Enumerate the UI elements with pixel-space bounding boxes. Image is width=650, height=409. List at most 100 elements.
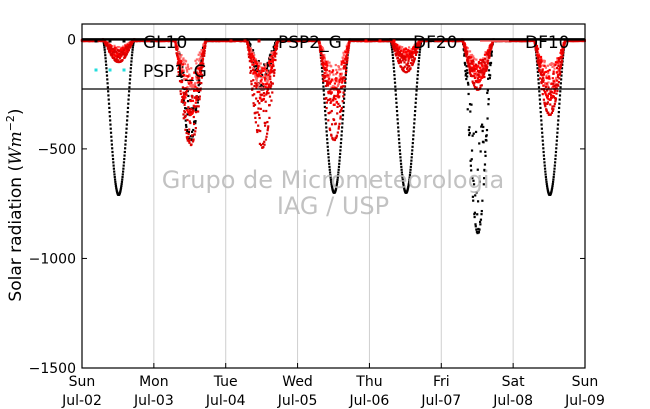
data-point	[106, 86, 109, 89]
data-point	[270, 71, 273, 74]
data-point	[253, 57, 256, 60]
data-point	[327, 156, 330, 159]
data-point	[395, 97, 398, 100]
data-point	[331, 85, 335, 88]
data-point	[334, 187, 338, 190]
data-point	[198, 59, 201, 62]
data-point	[257, 64, 260, 67]
data-point	[263, 78, 267, 81]
data-point	[475, 67, 478, 70]
data-point	[409, 171, 412, 174]
data-point	[485, 128, 489, 132]
data-point	[413, 51, 416, 54]
data-point	[483, 163, 487, 166]
data-point	[340, 134, 343, 137]
data-point	[191, 99, 195, 102]
data-point	[184, 107, 187, 110]
data-point	[468, 50, 472, 53]
data-point	[186, 65, 190, 68]
data-point	[473, 57, 476, 60]
data-point	[202, 47, 205, 51]
data-point	[323, 57, 326, 60]
data-point	[201, 53, 204, 56]
data-point	[186, 109, 189, 112]
data-point	[337, 82, 340, 86]
data-point	[119, 186, 123, 189]
data-point	[196, 73, 199, 76]
data-point	[546, 189, 550, 192]
data-point	[109, 123, 112, 126]
data-point	[391, 56, 395, 60]
data-point	[195, 75, 198, 78]
data-point	[264, 65, 268, 68]
data-point	[335, 95, 338, 98]
data-point	[487, 98, 490, 101]
data-point	[339, 90, 342, 94]
data-point	[112, 164, 115, 167]
data-point	[325, 62, 328, 65]
data-point	[466, 71, 469, 75]
data-point	[339, 141, 343, 145]
data-point	[327, 75, 330, 78]
data-point	[486, 91, 489, 95]
data-point	[180, 54, 183, 57]
data-point	[266, 70, 269, 73]
data-point	[265, 75, 268, 79]
data-point	[556, 127, 559, 130]
data-point	[259, 79, 262, 83]
data-point	[340, 72, 343, 75]
data-point	[339, 149, 342, 152]
data-point	[543, 164, 546, 167]
data-point	[482, 125, 485, 129]
data-point	[474, 225, 477, 228]
data-point	[546, 188, 549, 191]
data-point	[111, 157, 115, 161]
data-point	[330, 184, 333, 187]
data-point	[319, 47, 322, 50]
data-point	[325, 68, 328, 72]
data-point	[184, 60, 188, 63]
data-point	[257, 73, 260, 76]
data-point	[130, 60, 133, 63]
data-point	[177, 57, 180, 60]
data-point	[408, 176, 411, 179]
data-point	[108, 43, 111, 46]
data-point	[270, 56, 273, 59]
data-point	[469, 110, 472, 113]
data-point	[324, 122, 328, 125]
data-point	[184, 101, 187, 104]
data-point	[343, 59, 346, 62]
data-point	[114, 184, 118, 187]
data-point	[478, 142, 481, 145]
data-point	[556, 123, 560, 126]
data-point	[402, 186, 406, 189]
data-point	[201, 57, 205, 60]
data-point	[331, 69, 335, 72]
data-point	[393, 70, 396, 73]
data-point	[271, 57, 274, 60]
data-point	[339, 152, 342, 156]
data-point	[556, 57, 559, 60]
data-point	[536, 67, 539, 70]
data-point	[199, 56, 202, 59]
data-point	[550, 190, 553, 193]
data-point	[263, 76, 266, 79]
data-point	[334, 72, 338, 76]
data-point	[550, 62, 553, 65]
data-point	[401, 180, 405, 184]
data-point	[400, 165, 403, 168]
data-point	[179, 59, 182, 62]
data-point	[415, 93, 418, 96]
data-point	[184, 96, 187, 99]
data-point	[261, 86, 264, 89]
data-point	[547, 72, 550, 75]
data-point	[416, 77, 419, 80]
data-point	[401, 46, 404, 49]
data-point	[111, 147, 114, 150]
data-point	[539, 115, 543, 118]
data-point	[412, 130, 415, 133]
data-point	[473, 69, 476, 72]
data-point	[259, 74, 263, 78]
data-point	[400, 171, 404, 174]
data-point	[465, 65, 468, 68]
